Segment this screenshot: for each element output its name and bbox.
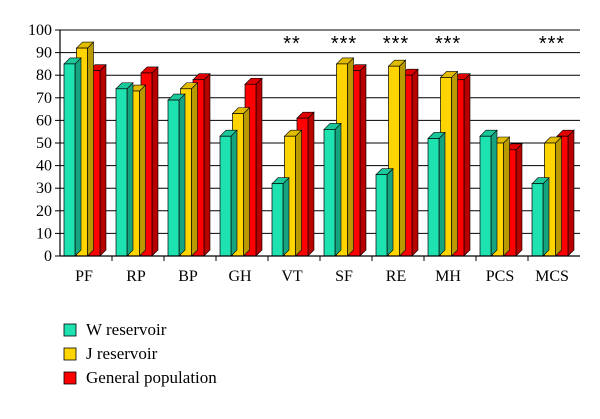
bar xyxy=(296,111,315,257)
bar xyxy=(504,143,523,257)
bars xyxy=(63,41,575,257)
significance-marker: *** xyxy=(331,33,357,55)
y-tick-label: 30 xyxy=(36,180,52,197)
significance-marker: *** xyxy=(539,33,565,55)
significance-marker: ** xyxy=(283,33,301,55)
x-axis-ticks: PF RP BP GH VT SF RE MH PCS MCS xyxy=(75,256,569,285)
bar xyxy=(439,70,459,257)
significance-marker: *** xyxy=(435,33,461,55)
legend-swatch xyxy=(63,347,77,361)
legend-swatch xyxy=(63,371,77,385)
x-tick-label: SF xyxy=(335,268,353,285)
x-tick-label: RE xyxy=(386,268,406,285)
bar xyxy=(63,57,82,257)
y-tick-label: 10 xyxy=(36,225,52,242)
y-tick-label: 40 xyxy=(36,158,52,175)
y-tick-label: 70 xyxy=(36,90,52,107)
x-tick-label: BP xyxy=(178,268,198,285)
bar xyxy=(115,82,134,257)
bar xyxy=(140,66,159,257)
bar xyxy=(219,129,238,257)
legend-label: J reservoir xyxy=(86,344,158,363)
significance-marker: *** xyxy=(383,33,409,55)
bar xyxy=(400,68,419,257)
x-tick-label: RP xyxy=(126,268,146,285)
bar xyxy=(179,82,199,257)
bar xyxy=(491,136,511,257)
bar xyxy=(375,167,394,257)
legend-label: General population xyxy=(86,368,217,387)
legend: W reservoir J reservoir General population xyxy=(63,320,217,387)
y-tick-label: 100 xyxy=(28,22,52,39)
y-tick-label: 90 xyxy=(36,45,52,62)
bar xyxy=(323,122,342,257)
legend-swatch xyxy=(63,323,77,337)
bar xyxy=(427,131,446,257)
y-tick-label: 20 xyxy=(36,203,52,220)
y-tick-label: 60 xyxy=(36,112,52,129)
bar xyxy=(231,106,251,257)
x-tick-label: VT xyxy=(281,268,303,285)
bar xyxy=(335,57,355,257)
bar xyxy=(531,176,550,257)
bar xyxy=(479,129,498,257)
x-tick-label: PF xyxy=(75,268,93,285)
y-axis-ticks: 0 10 20 30 40 50 60 70 80 90 100 xyxy=(28,22,60,265)
significance-markers: ** *** *** *** *** xyxy=(283,33,565,55)
x-tick-label: MH xyxy=(435,268,461,285)
bar xyxy=(167,93,186,257)
x-tick-label: MCS xyxy=(535,268,569,285)
y-tick-label: 80 xyxy=(36,67,52,84)
x-tick-label: PCS xyxy=(486,268,514,285)
bar xyxy=(556,129,575,257)
legend-label: W reservoir xyxy=(86,320,167,339)
x-tick-label: GH xyxy=(228,268,252,285)
y-tick-label: 0 xyxy=(44,248,52,265)
y-tick-label: 50 xyxy=(36,135,52,152)
bar xyxy=(271,176,290,257)
